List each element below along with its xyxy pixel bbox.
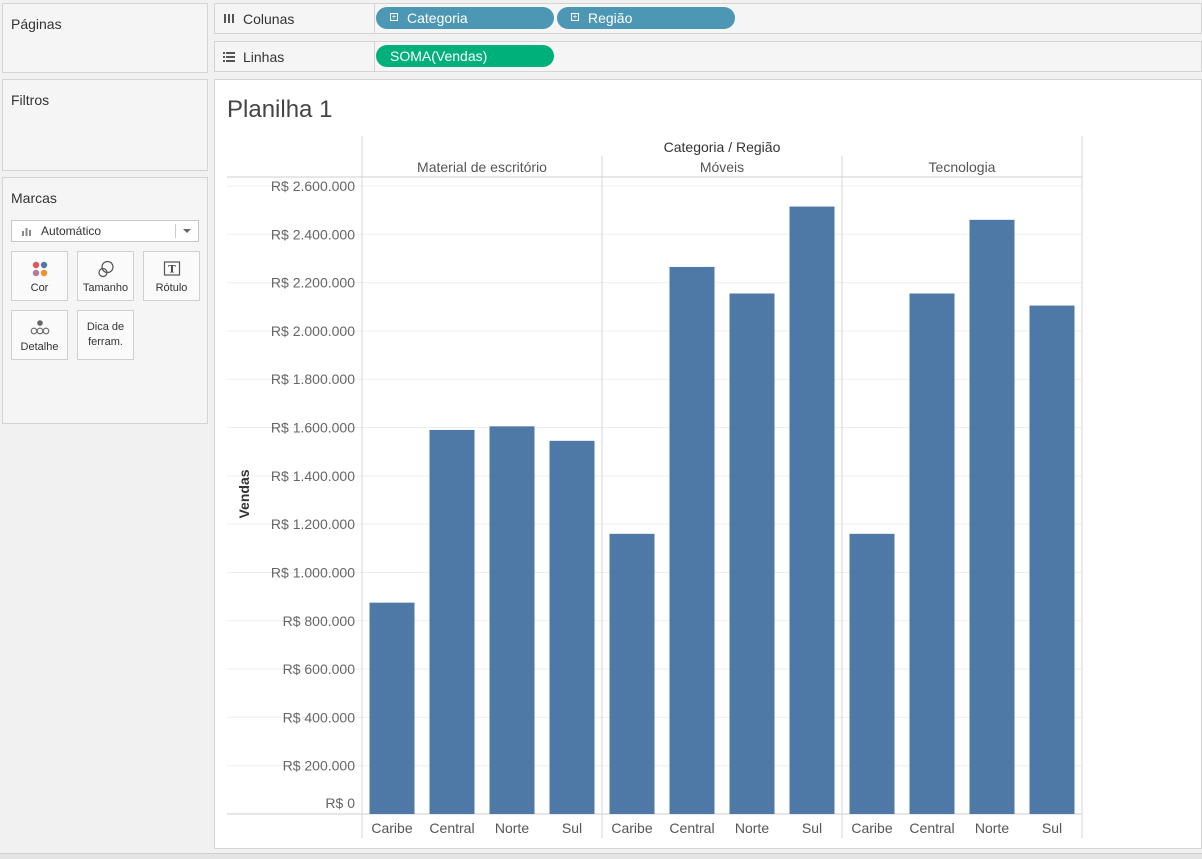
size-mark-label: Tamanho [82,282,129,294]
pages-shelf-title: Páginas [11,16,62,32]
detail-mark-label: Detalhe [20,341,59,353]
worksheet-view: Planilha 1 R$ 0 R$ 200.000 R$ 400.000 R$ 60… [214,79,1202,849]
marks-card: Marcas Automático Cor Tamanho [2,177,208,424]
dropdown-separator [175,224,176,238]
sheet-tabs-bar [0,853,1202,859]
y-tick-label: R$ 1.200.000 [271,516,355,532]
text-icon: T [144,260,199,278]
bar-chart-icon [22,221,32,248]
filters-shelf-title: Filtros [11,92,50,108]
bar [549,440,595,814]
category-header-label: Tecnologia [929,159,996,175]
filters-shelf[interactable]: Filtros [2,79,208,171]
bar [429,429,475,814]
label-mark-label: Rótulo [155,282,188,294]
column-pill-label: Região [588,10,633,26]
x-tick-label: Central [909,820,954,836]
column-pill-categoria[interactable]: + Categoria [376,7,554,29]
y-tick-label: R$ 200.000 [283,758,356,774]
y-tick-label: R$ 1.800.000 [271,371,355,387]
detail-mark-button[interactable]: Detalhe [11,310,68,360]
rows-shelf-label: Linhas [243,49,285,65]
bar [969,219,1015,815]
y-tick-label: R$ 2.400.000 [271,226,355,242]
columns-shelf[interactable]: Colunas + Categoria + Região [214,3,1202,34]
bar [669,266,715,814]
y-tick-label: R$ 400.000 [283,709,356,725]
mark-type-label: Automático [41,224,102,238]
bar [849,533,895,814]
y-tick-label: R$ 1.400.000 [271,468,355,484]
y-axis-title: Vendas [236,469,252,518]
rows-shelf-header: Linhas [215,42,375,71]
category-header-label: Material de escritório [417,159,547,175]
column-pill-label: Categoria [407,10,468,26]
columns-icon [223,4,235,45]
y-tick-label: R$ 600.000 [283,661,356,677]
pages-shelf[interactable]: Páginas [2,3,208,73]
expand-icon[interactable]: + [571,12,579,21]
bar [789,206,835,814]
size-icon [78,260,133,278]
column-pill-regiao[interactable]: + Região [557,7,735,29]
rows-shelf[interactable]: Linhas SOMA(Vendas) [214,41,1202,72]
columns-shelf-header: Colunas [215,4,375,33]
label-mark-button[interactable]: T Rótulo [143,251,200,301]
y-tick-label: R$ 1.600.000 [271,420,355,436]
mark-type-dropdown[interactable]: Automático [11,220,199,242]
x-tick-label: Central [669,820,714,836]
bar [909,293,955,814]
bar [489,426,535,814]
x-tick-label: Central [429,820,474,836]
sheet-title: Planilha 1 [227,96,333,123]
x-tick-label: Norte [495,820,529,836]
x-tick-label: Caribe [851,820,892,836]
tooltip-label-line1: Dica de [86,321,125,333]
color-mark-label: Cor [30,282,49,294]
marks-card-title: Marcas [11,190,57,206]
columns-shelf-label: Colunas [243,11,295,27]
category-header-label: Móveis [700,159,744,175]
color-mark-button[interactable]: Cor [11,251,68,301]
y-tick-label: R$ 0 [325,795,355,811]
header-title: Categoria / Região [664,139,781,155]
x-tick-label: Sul [562,820,582,836]
size-mark-button[interactable]: Tamanho [77,251,134,301]
bar [729,293,775,814]
y-tick-label: R$ 2.200.000 [271,275,355,291]
x-tick-label: Norte [975,820,1009,836]
rows-icon [223,42,235,83]
x-tick-label: Caribe [371,820,412,836]
bar [1029,305,1075,814]
y-tick-label: R$ 2.000.000 [271,323,355,339]
y-tick-label: R$ 800.000 [283,613,356,629]
tooltip-mark-button[interactable]: Dica de ferram. [77,310,134,360]
expand-icon[interactable]: + [390,12,398,21]
color-icon [12,260,67,278]
tooltip-mark-label: Dica de ferram. [78,320,133,350]
bar [609,533,655,814]
tooltip-label-line2: ferram. [88,336,123,348]
svg-text:T: T [168,265,176,276]
y-tick-label: R$ 2.600.000 [271,178,355,194]
detail-icon [12,319,67,337]
x-tick-label: Caribe [611,820,652,836]
row-pill-label: SOMA(Vendas) [390,48,488,64]
x-tick-label: Sul [802,820,822,836]
x-tick-label: Norte [735,820,769,836]
chevron-down-icon[interactable] [183,229,191,233]
bar [369,602,415,814]
y-tick-label: R$ 1.000.000 [271,564,355,580]
x-tick-label: Sul [1042,820,1062,836]
row-pill-soma-vendas[interactable]: SOMA(Vendas) [376,45,554,67]
bar-chart: R$ 0 R$ 200.000 R$ 400.000 R$ 600.000 R$ 800… [227,136,1083,838]
